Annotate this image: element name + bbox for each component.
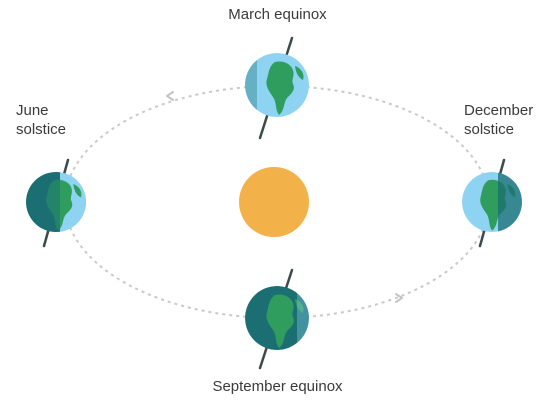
sun-icon xyxy=(239,167,309,237)
december-solstice-label: December solstice xyxy=(464,102,534,138)
earth-globe-icon xyxy=(26,158,86,248)
earth-globe-icon xyxy=(245,268,309,370)
september-equinox-label: September equinox xyxy=(212,378,343,395)
june-solstice-label: June solstice xyxy=(16,102,67,138)
orbit-direction-arrow-icon xyxy=(166,91,174,101)
earth-globe-icon xyxy=(245,36,309,140)
orbit-direction-arrow-icon xyxy=(395,293,403,303)
march-equinox-label: March equinox xyxy=(228,6,327,23)
earth-globe-icon xyxy=(462,158,522,248)
